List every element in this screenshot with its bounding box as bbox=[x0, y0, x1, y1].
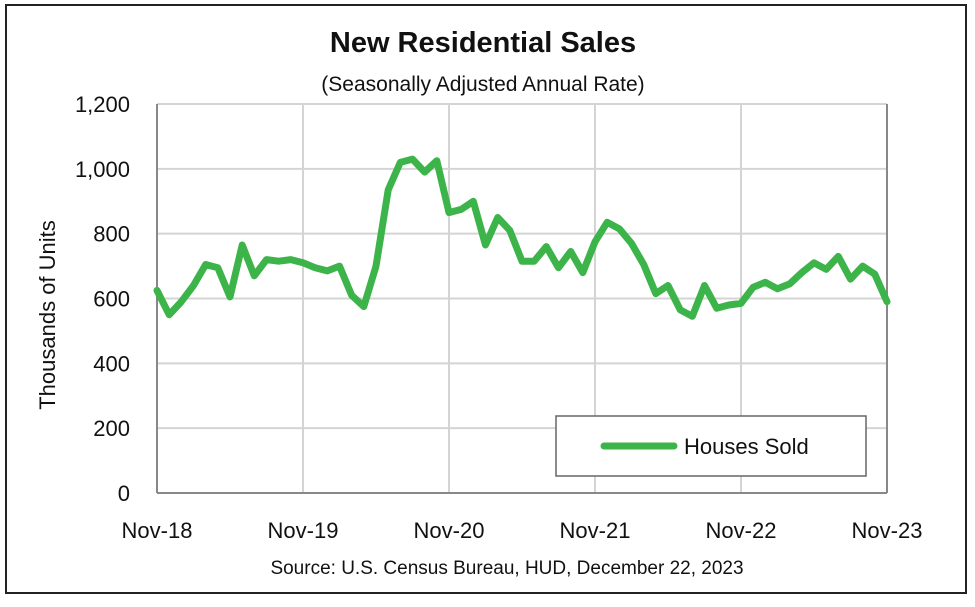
x-tick-label: Nov-18 bbox=[122, 518, 193, 543]
x-tick-label: Nov-19 bbox=[268, 518, 339, 543]
series-line-houses-sold bbox=[153, 155, 891, 320]
y-tick-label: 0 bbox=[118, 481, 130, 506]
y-tick-label: 400 bbox=[93, 351, 130, 376]
y-tick-label: 600 bbox=[93, 287, 130, 312]
legend-label: Houses Sold bbox=[684, 434, 809, 459]
y-tick-label: 1,000 bbox=[75, 157, 130, 182]
x-tick-label: Nov-23 bbox=[852, 518, 923, 543]
chart-subtitle: (Seasonally Adjusted Annual Rate) bbox=[321, 73, 644, 96]
x-tick-label: Nov-22 bbox=[706, 518, 777, 543]
y-tick-label: 200 bbox=[93, 416, 130, 441]
chart-title: New Residential Sales bbox=[330, 27, 636, 59]
y-tick-label: 1,200 bbox=[75, 92, 130, 117]
source-note: Source: U.S. Census Bureau, HUD, Decembe… bbox=[270, 558, 743, 579]
chart-frame bbox=[5, 4, 967, 594]
x-tick-label: Nov-20 bbox=[414, 518, 485, 543]
y-axis-label: Thousands of Units bbox=[35, 220, 60, 410]
y-tick-label: 800 bbox=[93, 222, 130, 247]
x-tick-label: Nov-21 bbox=[560, 518, 631, 543]
